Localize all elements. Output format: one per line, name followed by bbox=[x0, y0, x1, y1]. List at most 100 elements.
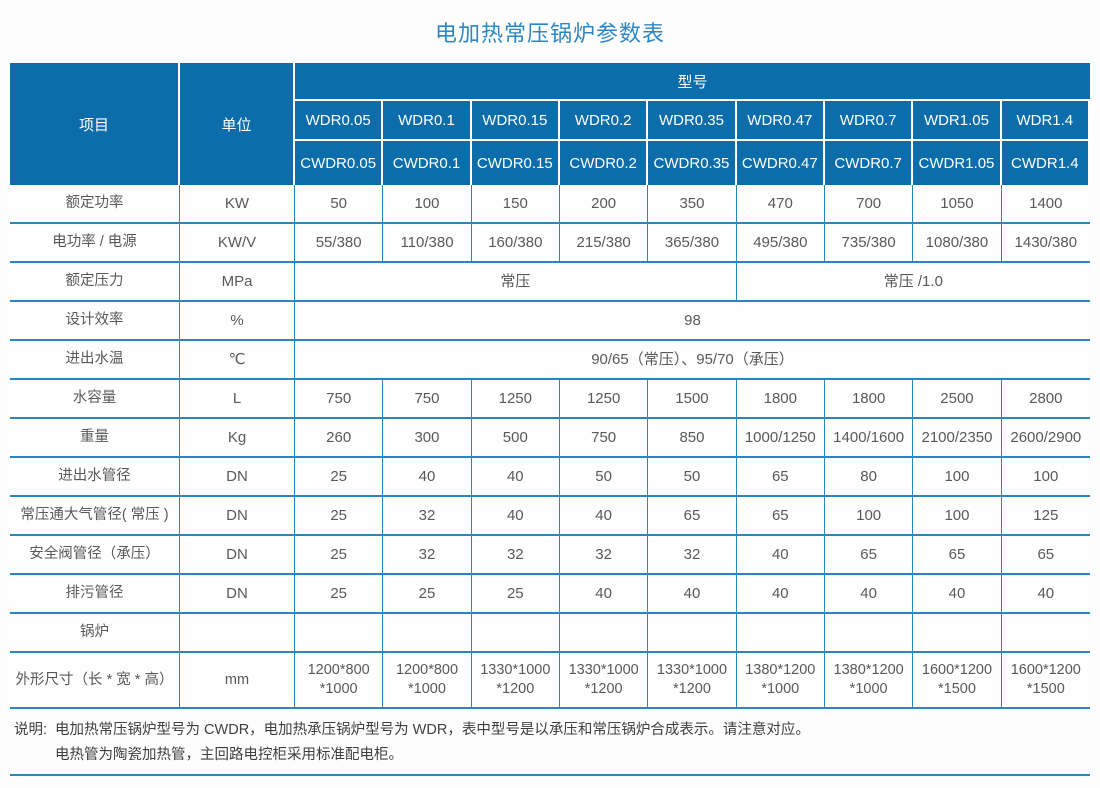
table-header: 项目 单位 型号 WDR0.05 WDR0.1 WDR0.15 WDR0.2 W… bbox=[10, 63, 1090, 185]
col-header-model: WDR0.05 bbox=[295, 101, 384, 141]
row-value bbox=[471, 614, 560, 653]
row-value: 100 bbox=[913, 458, 1002, 497]
row-unit: DN bbox=[180, 458, 295, 497]
row-unit bbox=[180, 614, 295, 653]
row-value: 215/380 bbox=[559, 224, 649, 263]
col-header-model-group: 型号 bbox=[295, 63, 1090, 101]
row-value: 1800 bbox=[736, 380, 825, 419]
row-unit: MPa bbox=[180, 263, 295, 302]
note-lines: 电加热常压锅炉型号为 CWDR，电加热承压锅炉型号为 WDR，表中型号是以承压和… bbox=[55, 718, 1100, 767]
row-unit: KW bbox=[180, 185, 295, 224]
table-row: 安全阀管径（承压） DN 25 32 32 32 32 40 65 65 65 bbox=[10, 536, 1090, 575]
row-value bbox=[559, 614, 649, 653]
row-value: 750 bbox=[383, 380, 472, 419]
row-value: 260 bbox=[295, 419, 384, 458]
row-value: 25 bbox=[383, 575, 472, 614]
table-row: 进出水管径 DN 25 40 40 50 50 65 80 100 100 bbox=[10, 458, 1090, 497]
row-value: 1430/380 bbox=[1001, 224, 1090, 263]
row-value: 55/380 bbox=[295, 224, 384, 263]
row-value: 40 bbox=[471, 497, 560, 536]
row-value: 40 bbox=[471, 458, 560, 497]
table-row: 水容量 L 750 750 1250 1250 1500 1800 1800 2500 2800 bbox=[10, 380, 1090, 419]
row-unit: DN bbox=[180, 575, 295, 614]
table-row: 设计效率% 98 bbox=[10, 302, 1090, 341]
row-value: 350 bbox=[648, 185, 737, 224]
row-value: 98 bbox=[295, 302, 1090, 341]
row-value: 750 bbox=[559, 419, 649, 458]
row-value: 1380*1200 *1000 bbox=[736, 653, 825, 709]
row-value: 90/65（常压）、95/70（承压） bbox=[295, 341, 1090, 380]
row-label: 水容量 bbox=[10, 380, 180, 419]
row-value: 40 bbox=[559, 575, 649, 614]
row-value: 1330*1000 *1200 bbox=[648, 653, 737, 709]
row-value: 1600*1200 *1500 bbox=[913, 653, 1002, 709]
row-value: 65 bbox=[648, 497, 737, 536]
row-value: 1400 bbox=[1001, 185, 1090, 224]
row-label: 额定功率 bbox=[10, 185, 180, 224]
table-row: 锅炉 bbox=[10, 614, 1090, 653]
row-value bbox=[913, 614, 1002, 653]
row-value: 常压 bbox=[295, 263, 737, 302]
table-row: 额定功率 KW 50 100 150 200 350 470 700 1050 1400 bbox=[10, 185, 1090, 224]
col-header-model: WDR0.1 bbox=[383, 101, 472, 141]
col-header-model: CWDR0.15 bbox=[471, 141, 560, 185]
row-value bbox=[295, 614, 384, 653]
note: 说明: 电加热常压锅炉型号为 CWDR，电加热承压锅炉型号为 WDR，表中型号是… bbox=[14, 718, 1100, 767]
row-value: 1600*1200 *1500 bbox=[1001, 653, 1090, 709]
row-value bbox=[824, 614, 914, 653]
table-row: 外形尺寸（长 * 宽 * 高） mm 1200*800 *1000 1200*800 … bbox=[10, 653, 1090, 709]
row-value: 32 bbox=[471, 536, 560, 575]
row-value: 32 bbox=[559, 536, 649, 575]
note-line: 电热管为陶瓷加热管，主回路电控柜采用标准配电柜。 bbox=[55, 746, 404, 763]
row-value: 65 bbox=[913, 536, 1002, 575]
row-value: 150 bbox=[471, 185, 560, 224]
row-value bbox=[648, 614, 737, 653]
header-row-group: 项目 单位 型号 bbox=[10, 63, 1090, 185]
row-unit: DN bbox=[180, 536, 295, 575]
row-unit: ℃ bbox=[180, 341, 295, 380]
row-value: 40 bbox=[736, 536, 825, 575]
table-row: 排污管径 DN 25 25 25 40 40 40 40 40 40 bbox=[10, 575, 1090, 614]
row-value: 110/380 bbox=[383, 224, 472, 263]
row-value: 1330*1000 *1200 bbox=[471, 653, 560, 709]
row-value: 1200*800 *1000 bbox=[295, 653, 384, 709]
row-label: 排污管径 bbox=[10, 575, 180, 614]
row-unit: L bbox=[180, 380, 295, 419]
row-value: 700 bbox=[824, 185, 914, 224]
row-label: 进出水管径 bbox=[10, 458, 180, 497]
row-value: 2100/2350 bbox=[913, 419, 1002, 458]
row-value: 50 bbox=[559, 458, 649, 497]
row-value: 2500 bbox=[913, 380, 1002, 419]
row-value: 65 bbox=[1001, 536, 1090, 575]
col-header-model: WDR0.7 bbox=[824, 101, 914, 141]
row-unit: KW/V bbox=[180, 224, 295, 263]
row-value: 750 bbox=[295, 380, 384, 419]
row-value bbox=[1001, 614, 1090, 653]
row-label: 外形尺寸（长 * 宽 * 高） bbox=[10, 653, 180, 709]
row-value: 365/380 bbox=[648, 224, 737, 263]
row-value: 1250 bbox=[559, 380, 649, 419]
row-value: 300 bbox=[383, 419, 472, 458]
row-value: 1500 bbox=[648, 380, 737, 419]
table-row: 额定压力 MPa 常压 常压 /1.0 bbox=[10, 263, 1090, 302]
row-value: 25 bbox=[295, 536, 384, 575]
row-unit: Kg bbox=[180, 419, 295, 458]
row-value: 500 bbox=[471, 419, 560, 458]
row-value: 40 bbox=[648, 575, 737, 614]
col-header-model: CWDR0.05 bbox=[295, 141, 384, 185]
row-unit: % bbox=[180, 302, 295, 341]
row-value: 1380*1200 *1000 bbox=[824, 653, 914, 709]
row-value: 100 bbox=[824, 497, 914, 536]
row-value: 65 bbox=[824, 536, 914, 575]
row-value: 40 bbox=[736, 575, 825, 614]
row-label: 额定压力 bbox=[10, 263, 180, 302]
page-title: 电加热常压锅炉参数表 bbox=[434, 21, 665, 46]
row-label: 设计效率 bbox=[10, 302, 180, 341]
row-value: 2600/2900 bbox=[1001, 419, 1090, 458]
col-header-model: CWDR1.05 bbox=[913, 141, 1002, 185]
row-value: 1800 bbox=[824, 380, 914, 419]
row-value: 25 bbox=[295, 575, 384, 614]
row-label: 常压通大气管径( 常压 ) bbox=[10, 497, 180, 536]
table-row: 重量 Kg 260 300 500 750 850 1000/1250 1400/1600 210… bbox=[10, 419, 1090, 458]
